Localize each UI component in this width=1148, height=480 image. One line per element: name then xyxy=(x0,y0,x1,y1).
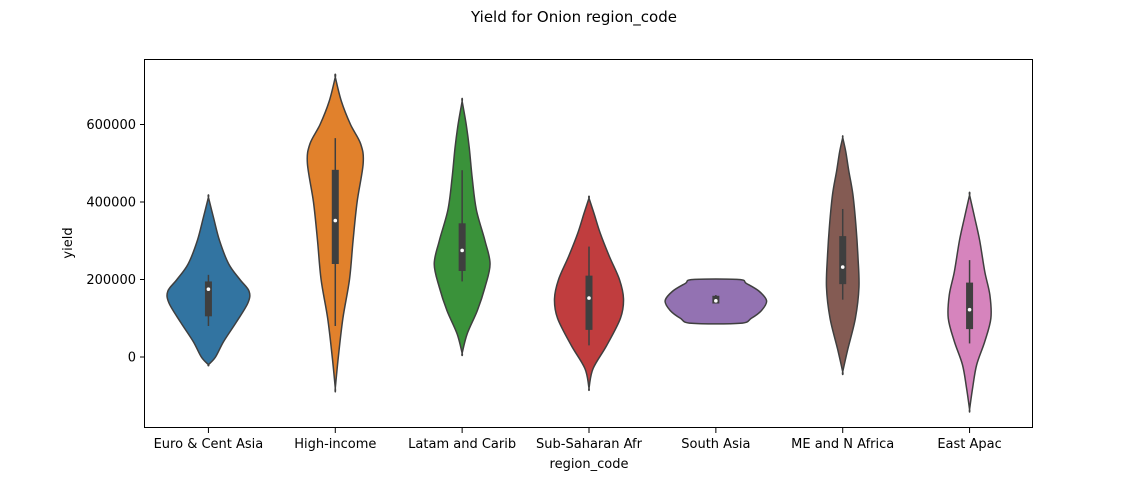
x-tick-label: South Asia xyxy=(681,437,750,452)
plot-frame xyxy=(144,59,1033,428)
violin-median-point xyxy=(587,296,591,300)
x-axis-label: region_code xyxy=(550,457,629,472)
x-tick-label: ME and N Africa xyxy=(791,437,894,452)
x-tick-label: Sub-Saharan Afr xyxy=(536,437,643,452)
x-tick-label: Latam and Carib xyxy=(408,437,516,452)
y-tick-label: 200000 xyxy=(86,273,136,288)
violin-median-point xyxy=(333,218,338,223)
plot-area xyxy=(166,73,992,413)
chart-title: Yield for Onion region_code xyxy=(470,8,677,27)
y-axis-label: yield xyxy=(61,227,76,258)
violin-median-point xyxy=(967,307,972,312)
y-tick-label: 0 xyxy=(128,351,136,366)
y-tick-label: 600000 xyxy=(86,118,136,133)
violin-median-point xyxy=(206,287,211,291)
violin-iqr-box xyxy=(966,282,974,330)
violin-iqr-box xyxy=(839,236,847,285)
violin-iqr-box xyxy=(331,169,339,264)
violin-median-point xyxy=(840,265,845,269)
violin-iqr-box xyxy=(204,281,212,317)
y-axis: 0 200000 400000 600000 xyxy=(86,118,145,366)
y-tick-label: 400000 xyxy=(86,196,136,211)
violin-iqr-box xyxy=(585,275,593,330)
x-tick-label: East Apac xyxy=(937,437,1001,452)
violin-median-point xyxy=(460,248,464,253)
x-axis: Euro & Cent Asia High-income Latam and Car… xyxy=(154,428,1002,452)
violin-median-point xyxy=(714,299,718,303)
x-tick-label: High-income xyxy=(294,437,376,452)
x-tick-label: Euro & Cent Asia xyxy=(154,437,264,452)
violin-iqr-box xyxy=(458,223,466,271)
